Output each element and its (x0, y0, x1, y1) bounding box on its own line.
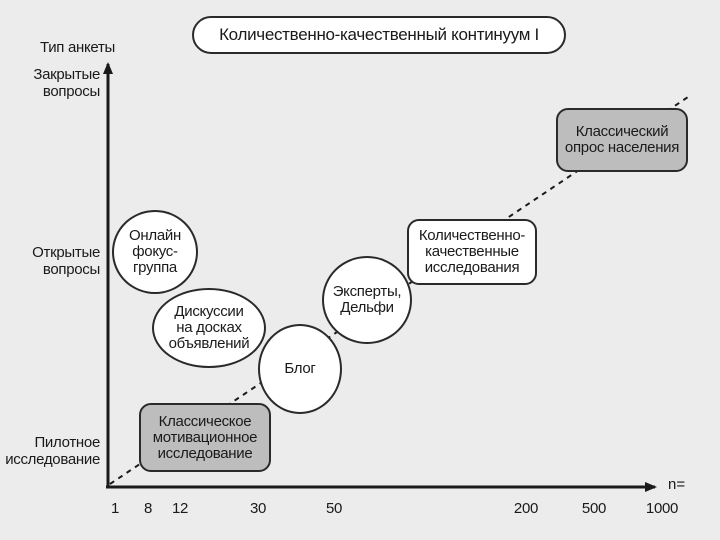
x-tick: 50 (325, 500, 343, 517)
node-blog: Блог (258, 324, 342, 414)
y-axis-title: Тип анкеты (40, 39, 116, 56)
y-level-pilot-study: Пилотное исследование (5, 434, 100, 468)
x-tick: 200 (513, 500, 539, 517)
x-tick: 1 (110, 500, 120, 517)
y-level-closed-questions: Закрытые вопросы (33, 66, 100, 100)
diagram-title: Количественно-качественный континуум I (192, 16, 566, 54)
x-tick: 1000 (645, 500, 679, 517)
node-classic-motivational-research: Классическое мотивационное исследование (139, 403, 271, 472)
node-classic-population-survey: Классический опрос населения (556, 108, 688, 172)
x-axis-label: n= (668, 476, 686, 493)
node-board-discussions: Дискуссии на досках объявлений (152, 288, 266, 368)
node-experts-delphi: Эксперты, Дельфи (322, 256, 412, 344)
x-tick: 8 (143, 500, 153, 517)
node-quant-qual-research: Количественно- качественные исследования (407, 219, 537, 285)
y-level-open-questions: Открытые вопросы (32, 244, 100, 278)
x-tick: 12 (171, 500, 189, 517)
x-tick: 500 (581, 500, 607, 517)
node-online-focus-group: Онлайн фокус- группа (112, 210, 198, 294)
x-tick: 30 (249, 500, 267, 517)
